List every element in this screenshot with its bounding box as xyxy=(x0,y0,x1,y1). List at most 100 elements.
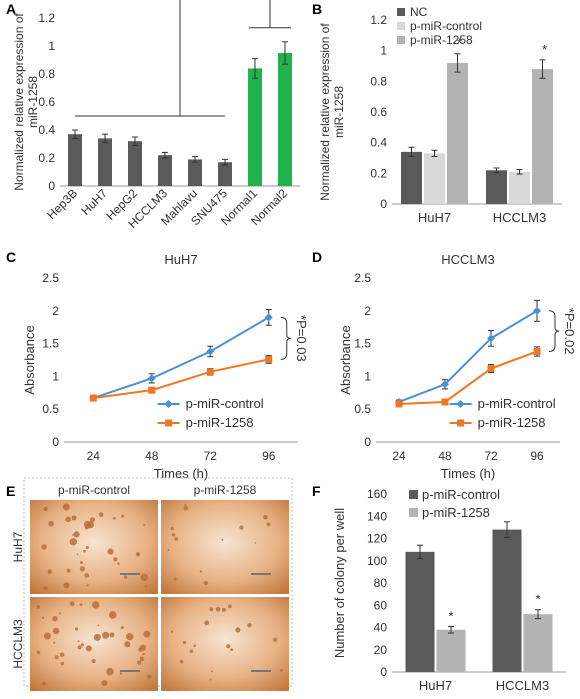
c-series-line xyxy=(92,316,270,399)
e-colony xyxy=(119,672,123,675)
e-colony xyxy=(170,526,174,531)
a-ytick-label: 0.2 xyxy=(38,151,55,165)
f-significance-star: * xyxy=(535,592,540,607)
c-marker-diamond xyxy=(206,347,215,356)
d-ytick-label: 0.5 xyxy=(354,402,371,416)
a-bar xyxy=(248,68,262,186)
c-marker-square xyxy=(148,386,156,394)
a-bar xyxy=(278,53,292,186)
e-colony xyxy=(73,531,80,538)
e-colony xyxy=(279,668,283,672)
e-colony xyxy=(69,601,75,607)
e-colony xyxy=(102,631,110,639)
f-ytick-label: 20 xyxy=(374,643,388,657)
d-x-tick-label: 48 xyxy=(438,449,452,463)
e-colony xyxy=(43,632,51,640)
e-colony xyxy=(41,544,47,550)
f-ytick-label: 160 xyxy=(367,487,387,501)
c-x-tick-label: 48 xyxy=(145,449,159,463)
f-y-axis-label: Number of colony per well xyxy=(332,508,347,658)
e-colony xyxy=(69,538,78,546)
a-bar xyxy=(188,159,202,186)
c-p-value-label: *P=0.03 xyxy=(294,315,309,362)
d-legend-marker xyxy=(457,419,465,427)
e-colony xyxy=(85,645,92,652)
e-colony xyxy=(58,612,61,615)
b-ytick-label: 1.2 xyxy=(370,13,387,27)
e-colony xyxy=(109,632,115,638)
f-x-tick-label: HuH7 xyxy=(419,678,452,693)
d-ytick-label: 2 xyxy=(364,304,371,318)
b-bar xyxy=(447,62,468,204)
e-colony xyxy=(144,585,147,588)
b-bar xyxy=(424,153,445,204)
e-photo xyxy=(30,597,158,691)
e-colony xyxy=(106,667,114,676)
b-ytick-label: 0.2 xyxy=(370,166,387,180)
e-colony xyxy=(209,607,214,612)
panel-letter-a: A xyxy=(6,1,16,17)
e-colony xyxy=(79,561,83,565)
d-marker-square xyxy=(533,347,541,355)
e-colony xyxy=(204,620,210,626)
e-colony xyxy=(171,533,176,537)
b-legend-label: p-miR-control xyxy=(410,19,482,33)
a-ytick-label: 0.8 xyxy=(38,67,55,81)
c-ytick-label: 2 xyxy=(52,304,59,318)
b-significance-star: * xyxy=(457,36,462,51)
e-colony xyxy=(199,570,203,573)
e-colony xyxy=(183,505,189,511)
d-marker-square xyxy=(395,400,403,408)
f-ytick-label: 0 xyxy=(380,665,387,679)
d-marker-square xyxy=(487,365,495,373)
d-x-axis-label: Times (h) xyxy=(441,466,495,481)
c-marker-square xyxy=(265,355,273,363)
chart-d: HCCLM3 Absorbance 0 0.5 1 1.5 2 2.5 24 48 72 96 Time… xyxy=(338,252,577,481)
e-colony xyxy=(170,630,174,633)
c-ytick-label: 1 xyxy=(52,369,59,383)
f-ytick-label: 60 xyxy=(374,598,388,612)
d-ytick-label: 1 xyxy=(364,369,371,383)
d-chart-title: HCCLM3 xyxy=(441,252,494,267)
e-colony xyxy=(77,645,82,650)
f-legend-label: p-miR-control xyxy=(422,487,500,502)
e-colony xyxy=(59,652,65,658)
b-ytick-label: 0 xyxy=(380,197,387,211)
e-colony xyxy=(53,641,56,644)
e-colony xyxy=(266,522,271,527)
c-ytick-label: 2.5 xyxy=(42,271,59,285)
e-colony xyxy=(221,538,224,541)
e-row-label: HuH7 xyxy=(11,531,25,562)
e-colony xyxy=(227,604,232,609)
panel-letter-b: B xyxy=(312,1,322,17)
a-y-axis-label: Normalized relative expression of xyxy=(12,13,26,191)
e-colony xyxy=(193,644,196,648)
e-colony xyxy=(215,606,221,612)
d-x-tick-label: 72 xyxy=(484,449,498,463)
colony-photos: p-miR-control p-miR-1258 HuH7 HCCLM3 xyxy=(11,477,293,691)
e-colony xyxy=(84,573,90,578)
c-marker-diamond xyxy=(264,313,273,322)
e-colony xyxy=(203,581,208,586)
e-colony xyxy=(135,552,141,557)
e-photo xyxy=(161,597,289,691)
e-colony xyxy=(113,557,118,562)
a-ytick-label: 1.2 xyxy=(38,11,55,25)
e-colony xyxy=(173,577,177,581)
f-ytick-label: 100 xyxy=(367,554,387,568)
b-y-axis-label: Normalized relative expression of xyxy=(318,23,332,201)
e-colony xyxy=(107,548,114,555)
e-colony xyxy=(139,656,145,662)
e-colony xyxy=(48,521,54,527)
e-colony xyxy=(126,632,134,641)
d-legend-label: p-miR-1258 xyxy=(478,415,546,430)
a-y-axis-label-line2: miR-1258 xyxy=(26,76,40,128)
f-ytick-label: 80 xyxy=(374,576,388,590)
e-colony xyxy=(54,655,59,660)
b-y-axis-label-line2: miR-1258 xyxy=(332,86,346,138)
a-bar xyxy=(68,134,82,186)
e-colony xyxy=(83,549,86,553)
e-colony xyxy=(112,516,116,520)
e-colony xyxy=(146,674,152,679)
